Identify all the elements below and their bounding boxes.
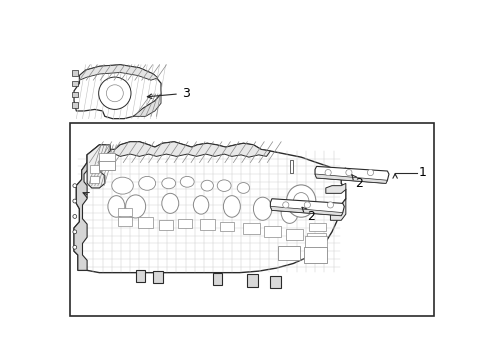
Ellipse shape xyxy=(73,199,77,203)
Ellipse shape xyxy=(112,177,133,194)
Polygon shape xyxy=(74,142,346,273)
Bar xyxy=(90,165,99,172)
Polygon shape xyxy=(74,65,161,119)
Ellipse shape xyxy=(125,195,146,218)
Ellipse shape xyxy=(283,202,289,208)
Ellipse shape xyxy=(368,170,373,176)
Bar xyxy=(309,223,326,231)
Bar xyxy=(305,237,326,247)
Ellipse shape xyxy=(217,180,231,192)
Ellipse shape xyxy=(201,180,213,191)
Bar xyxy=(153,271,163,283)
Ellipse shape xyxy=(294,193,309,210)
Bar xyxy=(220,222,234,231)
Polygon shape xyxy=(323,168,346,180)
Polygon shape xyxy=(133,94,161,116)
Polygon shape xyxy=(74,163,89,270)
Polygon shape xyxy=(270,199,344,216)
Ellipse shape xyxy=(73,230,77,234)
Text: 3: 3 xyxy=(147,87,190,100)
Bar xyxy=(138,217,153,228)
Bar xyxy=(118,208,132,216)
Ellipse shape xyxy=(98,77,131,109)
Ellipse shape xyxy=(180,176,194,187)
Bar xyxy=(99,161,115,170)
Polygon shape xyxy=(79,65,158,80)
Polygon shape xyxy=(330,199,346,220)
Bar xyxy=(304,247,327,263)
Ellipse shape xyxy=(194,195,209,214)
Ellipse shape xyxy=(139,176,156,190)
Bar xyxy=(247,274,258,287)
Polygon shape xyxy=(326,183,346,193)
Bar xyxy=(159,220,172,230)
Ellipse shape xyxy=(106,85,123,102)
Bar xyxy=(290,160,294,172)
Bar xyxy=(307,233,326,243)
Polygon shape xyxy=(87,145,110,188)
Ellipse shape xyxy=(253,197,272,220)
Ellipse shape xyxy=(73,245,77,249)
Bar xyxy=(278,247,300,260)
Ellipse shape xyxy=(162,193,179,213)
Text: 2: 2 xyxy=(302,207,315,223)
Bar xyxy=(72,92,78,97)
Polygon shape xyxy=(315,174,388,183)
Bar xyxy=(286,229,303,239)
Polygon shape xyxy=(87,142,270,163)
Bar xyxy=(70,123,434,316)
Polygon shape xyxy=(270,206,343,216)
Ellipse shape xyxy=(327,202,334,208)
Ellipse shape xyxy=(281,202,298,223)
Bar xyxy=(72,81,78,86)
Ellipse shape xyxy=(108,196,125,217)
Bar xyxy=(199,219,215,230)
Bar xyxy=(213,273,222,285)
Ellipse shape xyxy=(346,170,352,176)
Bar xyxy=(264,226,281,237)
Polygon shape xyxy=(315,166,389,183)
Bar xyxy=(270,276,281,288)
Bar xyxy=(136,270,145,282)
Bar xyxy=(90,176,99,183)
Bar xyxy=(244,223,260,234)
Bar xyxy=(72,70,78,76)
Ellipse shape xyxy=(73,215,77,219)
Ellipse shape xyxy=(223,196,241,217)
Ellipse shape xyxy=(304,202,311,208)
Bar xyxy=(72,103,78,108)
Bar xyxy=(99,153,115,161)
Ellipse shape xyxy=(237,183,249,193)
Bar xyxy=(118,217,132,226)
Ellipse shape xyxy=(325,170,331,176)
Text: 2: 2 xyxy=(352,175,363,190)
Ellipse shape xyxy=(287,185,316,217)
Ellipse shape xyxy=(162,178,175,189)
Text: 1: 1 xyxy=(419,166,427,179)
Ellipse shape xyxy=(73,184,77,188)
Bar xyxy=(178,219,192,228)
